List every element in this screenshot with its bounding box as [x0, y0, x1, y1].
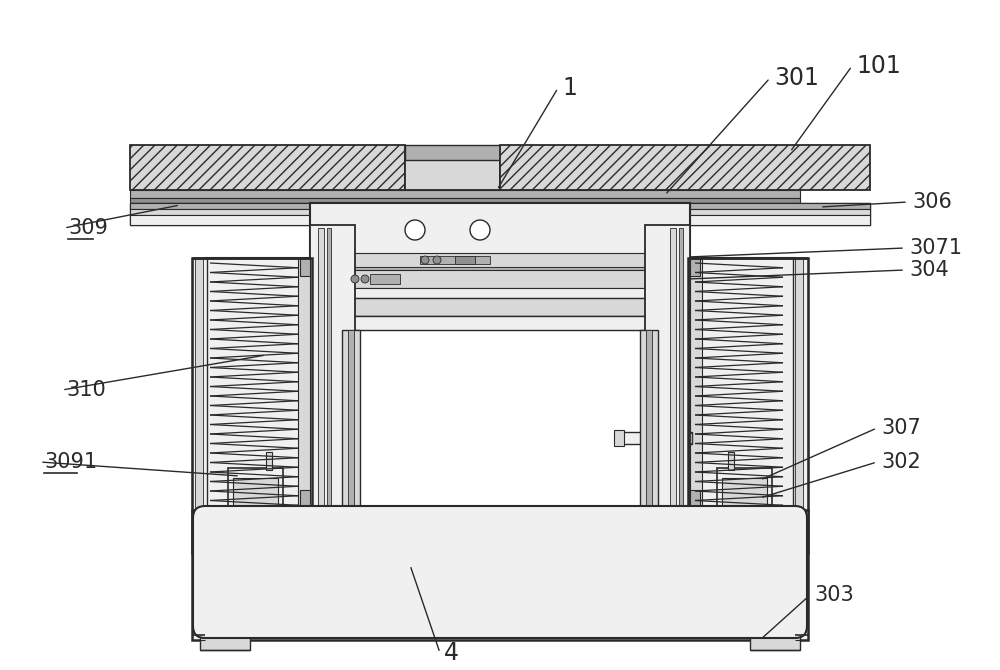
Bar — [200, 634, 250, 650]
Bar — [228, 468, 283, 510]
Bar — [266, 452, 272, 470]
Circle shape — [405, 220, 425, 240]
Bar — [323, 253, 675, 267]
Bar — [130, 209, 310, 215]
Bar — [690, 490, 700, 508]
Bar — [646, 330, 652, 508]
Bar — [620, 432, 692, 444]
Text: 302: 302 — [881, 452, 921, 472]
Bar — [645, 225, 690, 510]
Bar — [455, 256, 475, 264]
Bar — [795, 258, 803, 510]
Circle shape — [470, 220, 490, 240]
Bar — [405, 155, 500, 190]
Bar — [342, 330, 360, 508]
Bar — [192, 510, 808, 640]
Bar — [793, 258, 808, 510]
Bar — [430, 601, 505, 611]
Bar — [614, 430, 624, 446]
Bar — [640, 330, 658, 508]
Bar — [420, 256, 490, 264]
Bar — [323, 270, 675, 288]
Text: 304: 304 — [909, 260, 949, 280]
Text: 310: 310 — [66, 380, 106, 400]
Circle shape — [433, 256, 441, 264]
Bar — [690, 258, 700, 276]
Text: 3071: 3071 — [909, 238, 962, 258]
Bar — [130, 198, 800, 203]
Text: 303: 303 — [814, 585, 854, 605]
Text: 309: 309 — [68, 218, 108, 238]
Bar — [310, 298, 690, 316]
Text: 1: 1 — [562, 76, 577, 100]
Text: 301: 301 — [774, 66, 819, 90]
Bar — [310, 203, 690, 330]
Circle shape — [351, 275, 359, 283]
Bar — [690, 203, 870, 209]
Bar — [690, 209, 870, 215]
Bar — [130, 203, 310, 209]
Bar — [690, 258, 702, 508]
Bar — [323, 267, 675, 270]
Circle shape — [421, 256, 429, 264]
Bar — [717, 468, 772, 510]
Bar — [295, 601, 370, 611]
Bar — [300, 490, 310, 508]
Bar — [300, 258, 310, 276]
Text: 307: 307 — [881, 418, 921, 438]
Bar — [670, 228, 676, 508]
Bar — [688, 258, 808, 553]
Bar — [370, 274, 400, 284]
Bar — [405, 145, 500, 160]
Text: 101: 101 — [856, 54, 901, 78]
Text: 4: 4 — [444, 641, 459, 665]
Bar — [690, 215, 870, 225]
Text: 306: 306 — [912, 192, 952, 212]
Bar — [205, 258, 310, 508]
Bar — [318, 228, 324, 508]
Bar — [310, 225, 355, 510]
Bar — [679, 228, 683, 508]
Bar — [327, 228, 331, 508]
Bar — [690, 258, 795, 508]
Bar — [130, 203, 310, 225]
Bar — [192, 258, 312, 553]
Circle shape — [361, 275, 369, 283]
Bar — [233, 478, 278, 506]
Bar — [130, 190, 800, 198]
Bar — [323, 288, 675, 298]
Bar — [750, 634, 800, 650]
Bar — [315, 248, 323, 270]
Bar — [728, 452, 734, 470]
Bar — [130, 145, 405, 190]
Text: 3091: 3091 — [44, 452, 97, 472]
Bar — [348, 330, 354, 508]
Bar — [688, 433, 692, 443]
Bar — [323, 252, 333, 266]
Bar — [195, 258, 203, 510]
Bar — [722, 478, 767, 506]
Bar — [298, 258, 310, 508]
Bar — [192, 258, 207, 510]
FancyBboxPatch shape — [193, 506, 807, 638]
Bar — [130, 215, 310, 225]
Bar — [690, 203, 870, 225]
Bar — [310, 316, 690, 330]
Bar — [500, 145, 870, 190]
